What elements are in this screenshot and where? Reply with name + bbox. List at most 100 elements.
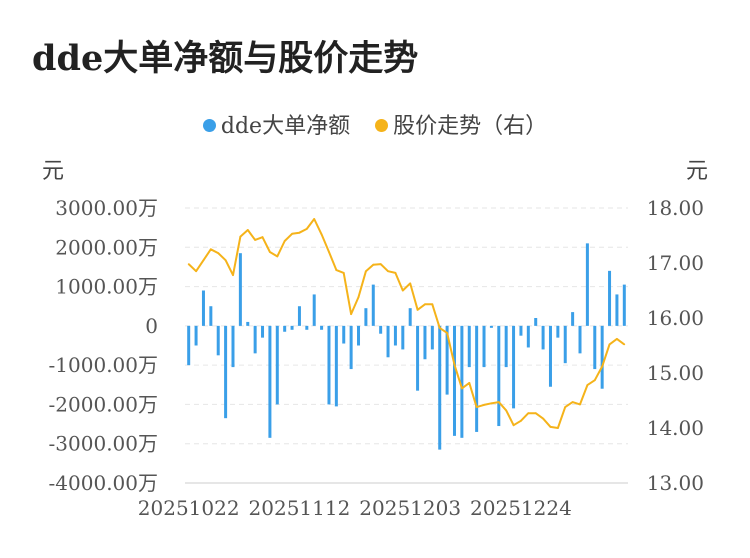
price-point[interactable] [217,252,220,255]
dde-bar[interactable] [615,294,619,326]
dde-bar[interactable] [416,325,420,391]
price-point[interactable] [335,269,338,272]
price-point[interactable] [283,240,286,242]
price-point[interactable] [320,233,323,236]
price-point[interactable] [342,272,345,274]
dde-bar[interactable] [305,325,309,330]
dde-bar[interactable] [452,325,456,436]
dde-bar[interactable] [445,325,449,395]
price-point[interactable] [438,327,441,329]
dde-bar[interactable] [519,325,523,336]
dde-bar[interactable] [357,325,361,346]
dde-bar[interactable] [201,290,205,326]
dde-bar[interactable] [585,243,589,326]
price-point[interactable] [379,263,382,265]
dde-bar[interactable] [379,325,383,334]
price-point[interactable] [328,251,330,253]
dde-bar[interactable] [261,325,265,338]
dde-bar[interactable] [209,306,213,326]
price-point[interactable] [483,404,485,406]
price-point[interactable] [409,282,412,285]
dde-bar[interactable] [504,325,508,368]
legend-item-price[interactable]: 股价走势（右） [375,108,547,140]
dde-bar[interactable] [526,325,530,348]
price-point[interactable] [239,235,242,238]
price-point[interactable] [475,406,478,408]
dde-bar[interactable] [622,284,626,326]
dde-bar[interactable] [534,318,538,326]
dde-bar[interactable] [327,325,331,405]
dde-bar[interactable] [512,325,516,409]
dde-bar[interactable] [194,325,198,346]
price-point[interactable] [497,401,500,404]
dde-bar[interactable] [216,325,220,356]
dde-bar[interactable] [563,325,567,364]
price-point[interactable] [586,384,589,386]
dde-bar[interactable] [593,325,597,370]
price-point[interactable] [209,248,212,251]
price-point[interactable] [261,236,264,239]
dde-bar[interactable] [608,270,612,326]
price-point[interactable] [195,270,197,273]
dde-bar[interactable] [467,325,471,368]
dde-bar[interactable] [489,325,493,328]
dde-bar[interactable] [475,325,479,432]
price-point[interactable] [187,263,190,265]
price-point[interactable] [512,424,515,427]
price-point[interactable] [202,259,205,262]
price-point[interactable] [394,272,397,274]
dde-bar[interactable] [600,325,604,389]
dde-bar[interactable] [578,325,582,354]
dde-bar[interactable] [423,325,427,360]
price-point[interactable] [623,343,626,346]
price-point[interactable] [534,412,537,415]
dde-bar[interactable] [401,325,405,350]
price-point[interactable] [364,270,367,273]
price-point[interactable] [549,426,552,428]
dde-bar[interactable] [497,325,501,427]
price-point[interactable] [401,289,404,292]
dde-bar[interactable] [438,325,442,450]
dde-bar[interactable] [482,325,486,368]
price-point[interactable] [416,308,419,311]
price-point[interactable] [453,363,456,366]
dde-bar[interactable] [283,325,287,332]
price-point[interactable] [542,417,544,420]
dde-bar[interactable] [290,325,294,330]
dde-bar[interactable] [224,325,228,419]
price-point[interactable] [313,218,316,220]
dde-bar[interactable] [408,308,412,326]
price-point[interactable] [564,406,567,408]
price-point[interactable] [350,313,353,316]
price-point[interactable] [601,365,604,368]
dde-bar[interactable] [253,325,257,354]
dde-bar[interactable] [312,294,316,326]
price-point[interactable] [593,379,596,382]
price-point[interactable] [446,331,449,334]
dde-bar[interactable] [187,325,191,366]
dde-bar[interactable] [320,325,324,330]
dde-bar[interactable] [334,325,338,407]
price-point[interactable] [387,270,389,273]
price-point[interactable] [291,232,293,235]
legend-item-dde[interactable]: dde大单净额 [202,108,350,140]
price-point[interactable] [254,239,257,241]
price-line[interactable] [188,218,625,429]
dde-bar[interactable] [541,325,545,350]
price-point[interactable] [224,259,227,262]
price-point[interactable] [616,338,618,340]
dde-bar[interactable] [342,325,346,344]
dde-bar[interactable] [371,284,375,326]
dde-bar[interactable] [238,253,242,326]
price-point[interactable] [556,427,559,429]
dde-bar[interactable] [460,325,464,438]
price-point[interactable] [298,231,301,234]
price-point[interactable] [305,228,308,230]
price-point[interactable] [232,274,234,276]
dde-bar[interactable] [393,325,397,346]
dde-bar[interactable] [571,312,575,326]
price-point[interactable] [571,401,574,404]
price-point[interactable] [490,402,493,405]
price-point[interactable] [424,303,426,306]
price-point[interactable] [269,251,271,253]
